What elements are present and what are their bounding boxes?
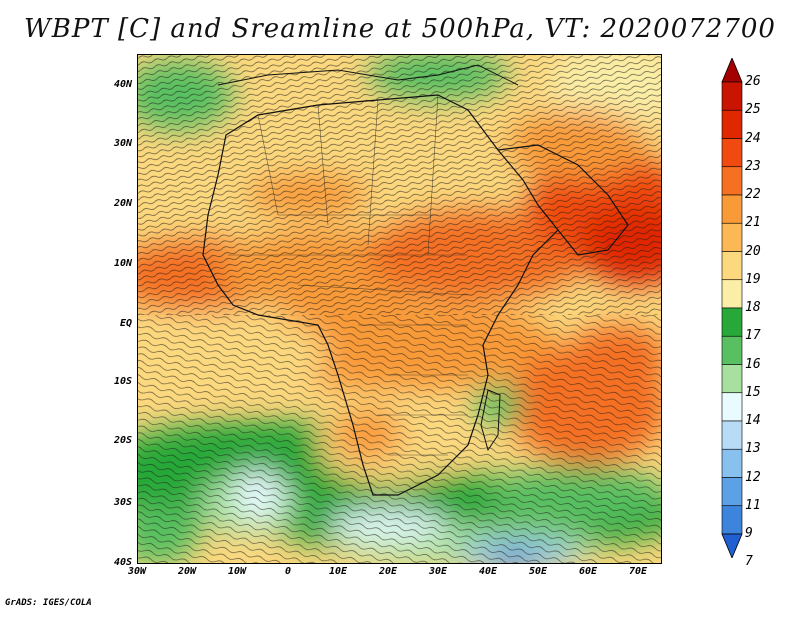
country-borders xyxy=(228,94,469,456)
lon-label-40e: 40E xyxy=(478,566,498,577)
colorbar-swatch xyxy=(721,307,743,337)
colorbar-label: 11 xyxy=(745,497,761,513)
colorbar-label: 16 xyxy=(745,356,761,372)
colorbar-label: 25 xyxy=(745,102,761,118)
colorbar-swatch xyxy=(721,222,743,252)
colorbar-swatch xyxy=(721,505,743,535)
lon-label-30e: 30E xyxy=(428,566,448,577)
lon-label-20w: 20W xyxy=(177,566,197,577)
lat-label-eq: EQ xyxy=(119,318,132,329)
lon-label-50e: 50E xyxy=(528,566,548,577)
streamlines-south xyxy=(138,315,661,563)
colorbar-label: 24 xyxy=(745,130,761,146)
colorbar-bottom-arrow xyxy=(721,533,743,558)
colorbar-label: 7 xyxy=(745,554,753,570)
colorbar-label: 13 xyxy=(745,441,761,457)
lon-label-10w: 10W xyxy=(227,566,247,577)
colorbar-swatch xyxy=(721,166,743,196)
colorbar-label: 23 xyxy=(745,158,761,174)
madagascar-outline xyxy=(480,389,501,452)
colorbar-swatch xyxy=(721,392,743,422)
arabia-coastline xyxy=(497,144,629,256)
lat-label-20s: 20S xyxy=(113,435,132,446)
lat-label-30s: 30S xyxy=(113,497,132,508)
lat-label-40n: 40N xyxy=(113,79,132,90)
colorbar-swatch xyxy=(721,420,743,450)
colorbar-label: 18 xyxy=(745,300,761,315)
lat-label-10s: 10S xyxy=(113,376,132,387)
streamlines-north xyxy=(138,55,661,315)
lat-label-40s: 40S xyxy=(113,557,132,568)
grads-credit: GrADS: IGES/COLA xyxy=(5,598,92,608)
colorbar-swatch xyxy=(721,477,743,507)
colorbar-label: 19 xyxy=(745,271,761,287)
map-panel xyxy=(137,54,662,564)
colorbar-swatch xyxy=(721,448,743,478)
colorbar-label: 21 xyxy=(745,215,761,231)
chart-title: WBPT [C] and Sreamline at 500hPa, VT: 20… xyxy=(24,14,776,44)
lon-label-60e: 60E xyxy=(578,566,598,577)
colorbar-label: 15 xyxy=(745,384,761,400)
colorbar-swatch xyxy=(721,81,743,111)
colorbar-label: 22 xyxy=(745,187,761,202)
colorbar xyxy=(721,58,743,558)
lat-label-10n: 10N xyxy=(113,258,132,269)
lon-label-20e: 20E xyxy=(378,566,398,577)
lon-label-10e: 10E xyxy=(328,566,348,577)
colorbar-swatch xyxy=(721,194,743,224)
colorbar-label: 17 xyxy=(745,328,761,344)
colorbar-label: 12 xyxy=(745,469,761,485)
colorbar-label: 26 xyxy=(745,74,761,89)
lon-label-30w: 30W xyxy=(127,566,147,577)
colorbar-label: 14 xyxy=(745,413,761,428)
colorbar-swatch xyxy=(721,138,743,168)
colorbar-label: 9 xyxy=(745,526,753,541)
colorbar-swatch xyxy=(721,251,743,281)
colorbar-top-arrow xyxy=(721,58,743,83)
coastline xyxy=(202,94,559,496)
colorbar-label: 20 xyxy=(745,243,761,259)
map-field xyxy=(138,55,661,563)
colorbar-swatch xyxy=(721,279,743,309)
colorbar-swatch xyxy=(721,364,743,394)
lat-label-20n: 20N xyxy=(113,198,132,209)
europe-coastline xyxy=(217,64,519,86)
lat-label-30n: 30N xyxy=(113,138,132,149)
lon-label-70e: 70E xyxy=(628,566,648,577)
lon-label-0: 0 xyxy=(284,566,292,577)
colorbar-swatch xyxy=(721,109,743,139)
colorbar-swatch xyxy=(721,335,743,365)
